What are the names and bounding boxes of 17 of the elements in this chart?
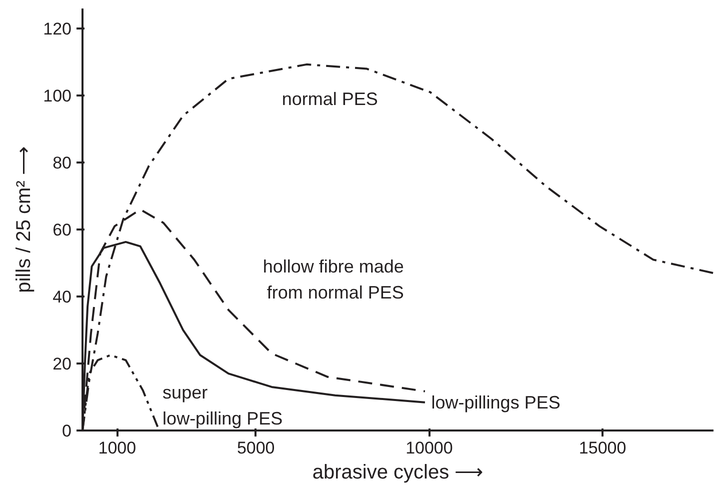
series-label: normal PES — [282, 88, 378, 109]
x-tick-label: 15000 — [578, 438, 626, 458]
y-tick-label: 100 — [43, 86, 72, 106]
y-axis-title: pills / 25 cm² ⟶ — [13, 146, 36, 293]
x-tick-label: 5000 — [236, 438, 275, 458]
series-label: low-pillings PES — [431, 392, 560, 412]
y-tick-label: 80 — [52, 154, 72, 173]
x-tick-label: 1000 — [98, 438, 136, 458]
y-tick-label: 0 — [62, 422, 72, 440]
x-axis-title: abrasive cycles ⟶ — [312, 462, 484, 484]
x-tick-label: 10000 — [406, 438, 453, 458]
series-label: hollow fibre made from normal PES — [262, 256, 404, 302]
y-tick-label: 120 — [43, 20, 72, 39]
series-label: super low-pilling PES — [162, 382, 283, 428]
y-tick-label: 40 — [52, 288, 72, 307]
y-tick-label: 60 — [52, 220, 72, 240]
y-tick-label: 20 — [52, 354, 72, 374]
